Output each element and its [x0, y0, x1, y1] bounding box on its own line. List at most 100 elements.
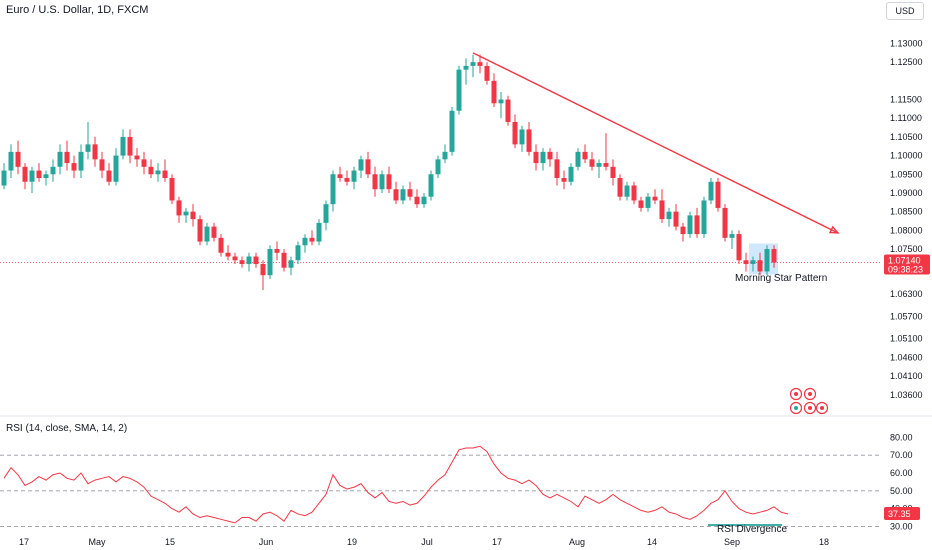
candle-body: [190, 211, 196, 220]
more-icon[interactable]: [815, 401, 829, 415]
downtrend-line[interactable]: [472, 52, 839, 234]
rsi-tick-label: 60.00: [890, 468, 913, 478]
price-tick-label: 1.06300: [890, 289, 923, 299]
candle-body: [15, 151, 21, 167]
candle-body: [1, 170, 7, 186]
candle-body: [218, 237, 224, 253]
price-tick-label: 1.09000: [890, 188, 923, 198]
candle-body: [631, 185, 637, 201]
candle-body: [239, 260, 245, 264]
candle-body: [253, 256, 259, 264]
last-price-tag: 1.07140 09:38:23: [884, 254, 930, 275]
price-tick-label: 1.08000: [890, 225, 923, 235]
candle-body: [589, 159, 595, 167]
candle-body: [729, 234, 735, 238]
candle-body: [617, 178, 623, 197]
candle-body: [547, 151, 553, 160]
candle-body: [435, 159, 441, 175]
candle-body: [575, 151, 581, 167]
candle-body: [498, 99, 504, 104]
candle-body: [120, 136, 126, 156]
candle-body: [407, 189, 413, 197]
candle-body: [106, 170, 112, 182]
price-tick-label: 1.11000: [890, 113, 922, 123]
candle-body: [365, 159, 371, 175]
candle-body: [701, 200, 707, 235]
candle-body: [421, 196, 427, 205]
candle-body: [442, 151, 448, 160]
symbol-title: Euro / U.S. Dollar, 1D, FXCM: [6, 4, 149, 16]
settings-icon[interactable]: [803, 401, 817, 415]
candle-body: [85, 144, 91, 152]
price-tick-label: 1.05700: [890, 311, 923, 321]
candle-body: [358, 159, 364, 171]
candle-body: [750, 260, 756, 264]
candle-body: [610, 166, 616, 179]
rsi-indicator-label: RSI (14, close, SMA, 14, 2): [6, 423, 128, 434]
candle-body: [666, 211, 672, 220]
candle-body: [323, 204, 329, 223]
candle-body: [330, 174, 336, 205]
candle-body: [50, 166, 56, 175]
candle-body: [246, 256, 252, 264]
candle-body: [127, 136, 133, 156]
rsi-line: [3, 445, 789, 524]
rsi-tick-label: 30.00: [890, 521, 913, 531]
candle-body: [470, 62, 476, 66]
candle-body: [162, 170, 168, 179]
settings-icon-dot: [808, 406, 812, 410]
candle-body: [99, 159, 105, 171]
candle-body: [659, 200, 665, 220]
candle-body: [673, 211, 679, 227]
candle-body: [393, 189, 399, 201]
replay-icon-dot: [794, 406, 798, 410]
candle-body: [113, 155, 119, 182]
flag-icon[interactable]: [803, 387, 817, 401]
candle-body: [64, 151, 70, 164]
candle-body: [176, 200, 182, 216]
candle-body: [274, 249, 280, 253]
candle-body: [281, 252, 287, 268]
alert-icon-dot: [794, 392, 798, 396]
candle-body: [757, 260, 763, 272]
candle-body: [302, 237, 308, 246]
candle-body: [722, 207, 728, 238]
rsi-tick-label: 50.00: [890, 486, 913, 496]
candle-body: [267, 249, 273, 276]
alert-icon[interactable]: [789, 387, 803, 401]
candle-body: [428, 174, 434, 197]
candle-body: [540, 151, 546, 164]
candle-body: [211, 226, 217, 238]
candle-body: [505, 99, 511, 122]
candle-body: [141, 159, 147, 167]
candle-body: [183, 211, 189, 216]
candle-body: [351, 170, 357, 182]
candle-body: [694, 215, 700, 235]
candle-body: [449, 110, 455, 152]
price-tick-label: 1.10000: [890, 151, 923, 161]
price-tick-label: 1.07500: [890, 244, 923, 254]
candle-body: [638, 200, 644, 208]
candle-body: [414, 196, 420, 205]
candle-body: [288, 260, 294, 268]
price-tick-label: 1.10500: [890, 132, 923, 142]
more-icon-dot: [820, 406, 824, 410]
candle-body: [36, 170, 42, 179]
candle-body: [596, 163, 602, 167]
candle-body: [260, 263, 266, 276]
candle-body: [561, 178, 567, 182]
candle-body: [372, 174, 378, 190]
time-tick-label: Aug: [569, 537, 585, 547]
currency-selector[interactable]: USD: [886, 2, 924, 20]
candle-body: [22, 166, 28, 182]
candle-body: [57, 151, 63, 167]
candle-body: [78, 151, 84, 171]
candle-body: [148, 166, 154, 175]
candle-body: [764, 249, 770, 272]
rsi-tick-label: 80.00: [890, 432, 913, 442]
candle-body: [8, 151, 14, 171]
time-tick-label: Jun: [259, 537, 274, 547]
replay-icon[interactable]: [789, 401, 803, 415]
candle-body: [533, 151, 539, 164]
